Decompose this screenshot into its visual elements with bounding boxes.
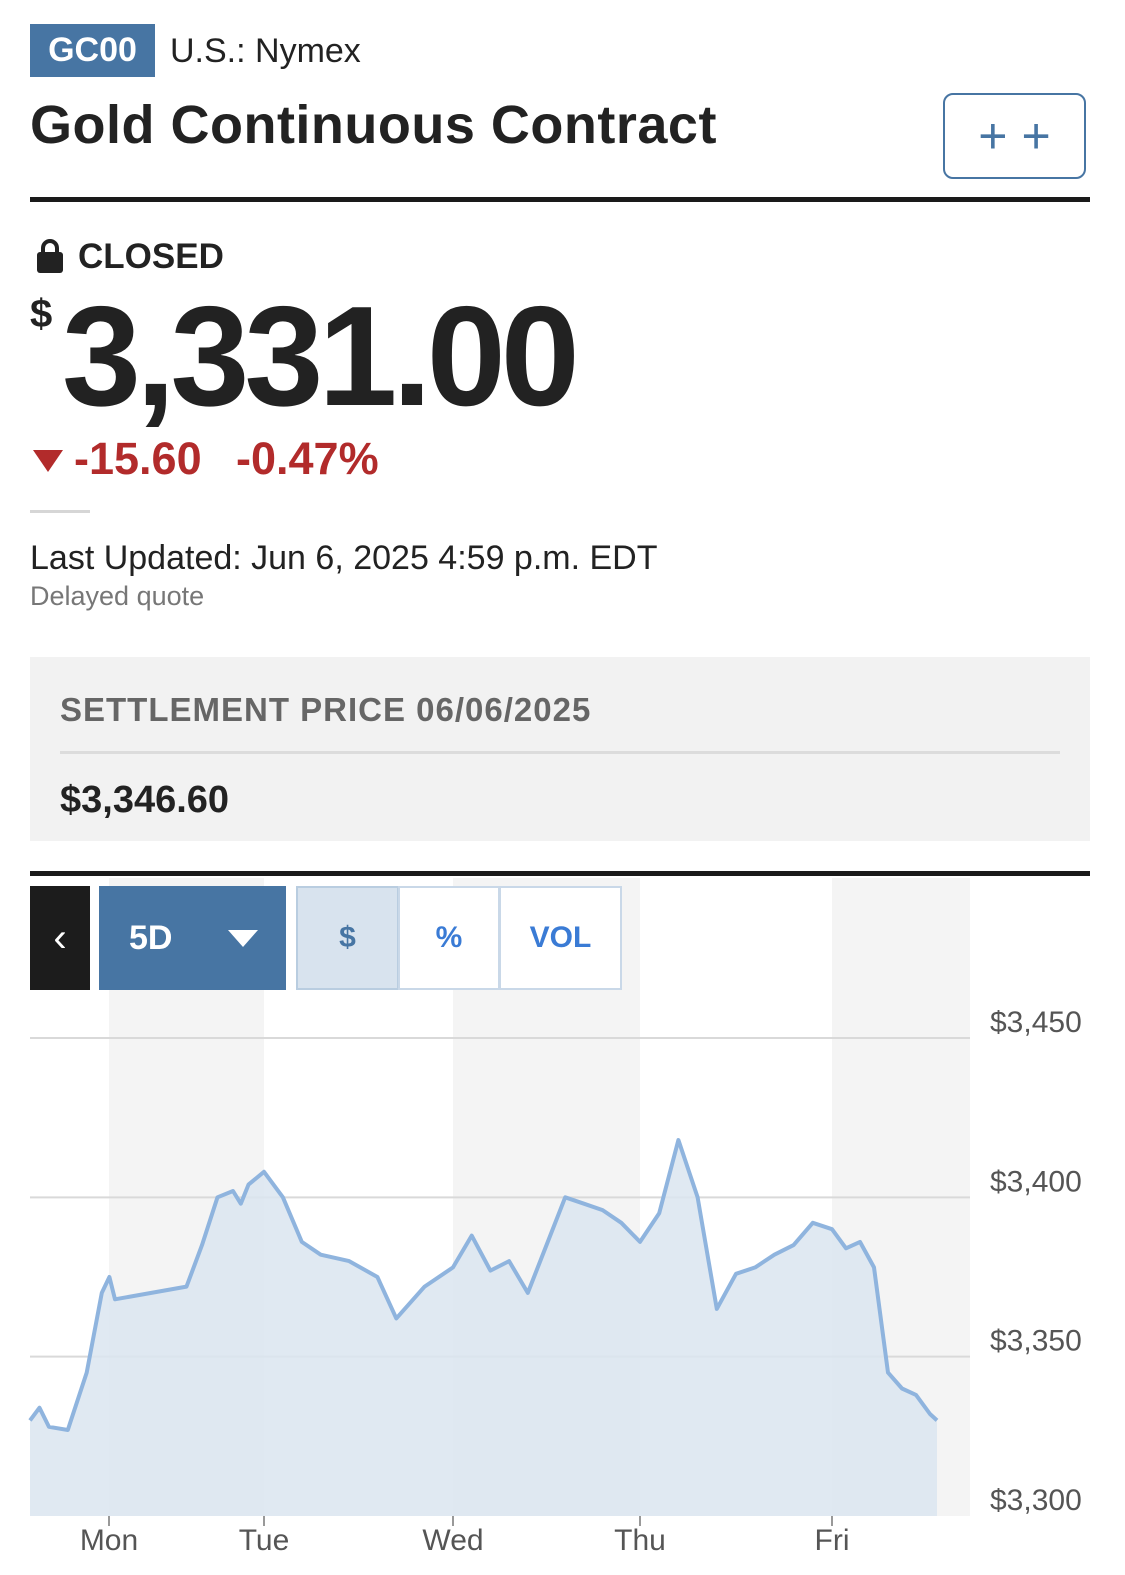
last-updated: Last Updated: Jun 6, 2025 4:59 p.m. EDT [30,539,658,577]
market-status: CLOSED [78,237,224,276]
y-tick-label: $3,400 [990,1165,1082,1198]
x-tick-label: Wed [422,1524,483,1557]
currency-symbol: $ [30,292,53,336]
price-change: -15.60 [74,433,202,484]
add-to-watchlist-button[interactable]: + + [943,93,1086,179]
exchange-label: U.S.: Nymex [170,32,361,70]
x-tick-label: Mon [80,1524,138,1557]
mode-dollar-button[interactable]: $ [296,886,399,990]
x-tick-label: Fri [815,1524,850,1557]
last-price: 3,331.00 [62,277,580,436]
settlement-label: SETTLEMENT PRICE 06/06/2025 [60,691,592,728]
y-tick-label: $3,350 [990,1325,1082,1358]
ticker-symbol-badge: GC00 [30,24,155,77]
range-select[interactable]: 5D [99,886,286,990]
chart-back-button[interactable]: ‹ [30,886,90,990]
plus-icon: + [978,108,1008,164]
mode-volume-button[interactable]: VOL [499,886,622,990]
settlement-value: $3,346.60 [60,779,230,821]
y-tick-label: $3,450 [990,1006,1082,1039]
x-tick-label: Thu [614,1524,666,1557]
caret-down-icon [228,929,258,947]
price-change-percent: -0.47% [236,433,379,484]
instrument-title: Gold Continuous Contract [30,95,717,155]
delayed-quote-note: Delayed quote [30,581,205,611]
header-divider [30,197,1090,202]
lock-icon [37,239,63,273]
price-line [28,1138,939,1432]
x-tick-label: Tue [239,1524,290,1557]
plus-icon: + [1021,108,1051,164]
settlement-divider [60,751,1060,754]
price-area [30,1140,937,1516]
chevron-left-icon: ‹ [53,915,67,960]
divider [30,510,90,513]
y-tick-label: $3,300 [990,1484,1082,1517]
range-select-label: 5D [129,918,173,957]
down-triangle-icon [33,450,63,472]
chart-top-divider [30,871,1090,876]
settlement-panel [30,657,1090,841]
mode-percent-button[interactable]: % [398,886,500,990]
